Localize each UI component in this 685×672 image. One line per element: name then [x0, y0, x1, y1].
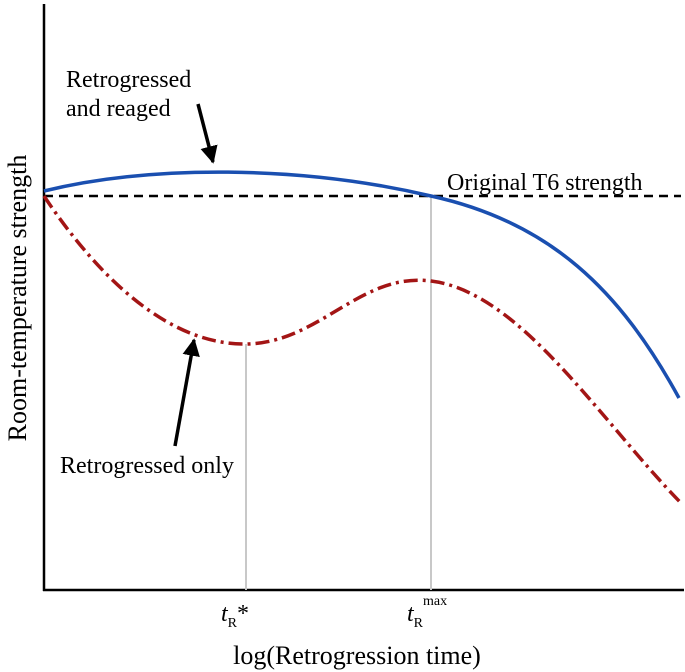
- annotation-retro: Retrogressed only: [60, 453, 234, 479]
- x-tick-tr-max-sub: R: [414, 616, 424, 631]
- x-tick-tr-max-main: t: [407, 601, 415, 627]
- x-tick-tr-star-sub: R: [228, 616, 238, 631]
- arrow-retro: [173, 338, 200, 447]
- x-tick-label-tr-max: tRmax: [407, 594, 447, 631]
- series-reaged-line: [43, 170, 681, 399]
- x-axis-label: log(Retrogression time): [233, 641, 481, 670]
- x-tick-tr-star-main: t: [221, 601, 229, 627]
- arrow-reaged: [196, 103, 218, 164]
- x-tick-label-tr-star: tR*: [221, 601, 249, 631]
- series-retro-line: [42, 195, 683, 505]
- y-axis-label: Room-temperature strength: [3, 155, 32, 442]
- annotation-reaged: Retrogressed and reaged: [66, 67, 197, 122]
- annotation-reaged-line-1: Retrogressed: [66, 67, 191, 93]
- x-tick-tr-max-sup: max: [423, 594, 447, 609]
- annotation-reaged-line-2: and reaged: [66, 96, 171, 122]
- x-tick-tr-star-suffix: *: [237, 601, 249, 627]
- reference-line-label: Original T6 strength: [447, 170, 643, 196]
